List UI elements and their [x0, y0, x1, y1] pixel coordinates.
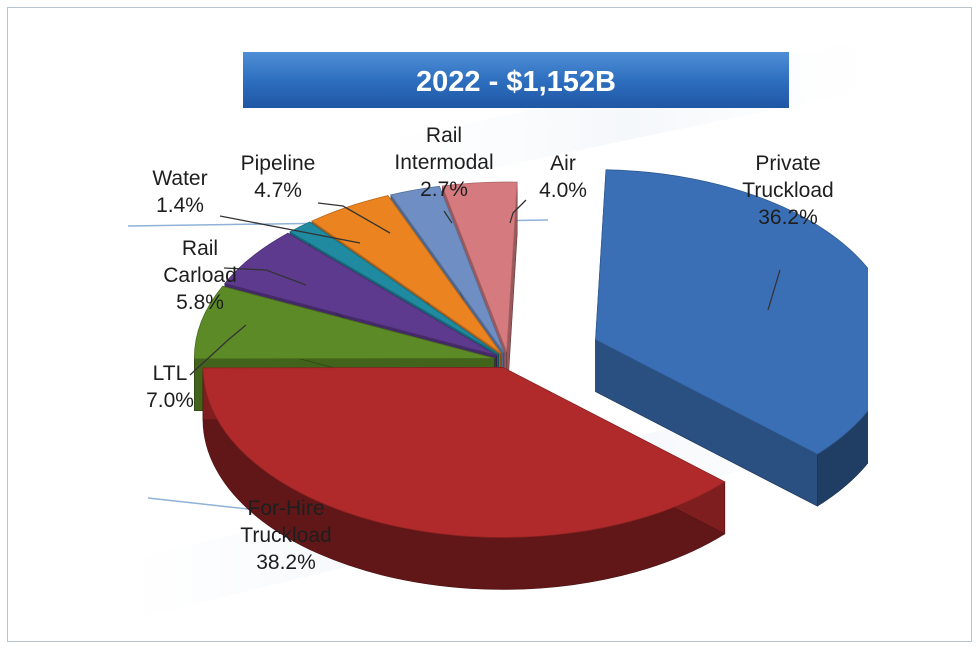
slice-name-label: Private — [755, 152, 820, 175]
slice-label: Air 4.0% — [539, 152, 587, 202]
slice-top-face — [441, 181, 518, 353]
title-bar — [243, 52, 789, 108]
leader-line — [509, 199, 527, 224]
slice-value-label: 36.2% — [758, 206, 818, 229]
slice-label: Rail Carload 5.8% — [163, 237, 237, 314]
pie-slice — [202, 366, 726, 590]
slice-label: Private Truckload 36.2% — [742, 152, 833, 229]
chart-frame: 2022 - $1,152B Private Truckload 36.2% For-… — [7, 7, 972, 642]
slice-top-face — [193, 285, 495, 360]
pie-chart: 2022 - $1,152B Private Truckload 36.2% For-… — [127, 20, 896, 630]
slice-value-label: 38.2% — [256, 551, 316, 574]
leader-line — [219, 215, 361, 244]
slice-name-label: Truckload — [240, 524, 331, 547]
slice-top-face — [224, 232, 497, 356]
slice-top-face — [202, 367, 726, 538]
slice-label: Water 1.4% — [152, 167, 207, 217]
leader-line — [223, 267, 307, 286]
slice-name-label: Intermodal — [394, 151, 493, 174]
slice-name-label: Carload — [163, 264, 237, 287]
slice-name-label: Water — [152, 167, 207, 190]
pie-chart-svg: 2022 - $1,152B Private Truckload 36.2% For-… — [127, 40, 896, 620]
slice-name-label: Air — [550, 152, 576, 175]
slice-labels: Private Truckload 36.2% For-Hire Truckload 38… — [146, 124, 834, 574]
slice-top-face — [289, 221, 499, 355]
slice-name-label: Truckload — [742, 179, 833, 202]
slice-top-face — [390, 185, 505, 353]
slice-name-label: LTL — [153, 362, 188, 385]
leader-line — [317, 202, 391, 234]
slice-label: For-Hire Truckload 38.2% — [240, 497, 331, 574]
leader-line — [767, 269, 781, 311]
slice-value-label: 1.4% — [156, 194, 204, 217]
slice-value-label: 4.7% — [254, 179, 302, 202]
leader-lines — [189, 199, 781, 376]
slice-value-label: 2.7% — [420, 178, 468, 201]
slice-name-label: For-Hire — [248, 497, 325, 520]
leader-line — [443, 210, 453, 224]
leader-line — [189, 324, 247, 376]
slice-name-label: Rail — [182, 237, 218, 260]
slice-label: Pipeline 4.7% — [241, 152, 316, 202]
slice-name-label: Pipeline — [241, 152, 316, 175]
slice-label: LTL 7.0% — [146, 362, 194, 412]
slice-value-label: 4.0% — [539, 179, 587, 202]
slice-value-label: 7.0% — [146, 389, 194, 412]
slice-label: Rail Intermodal 2.7% — [394, 124, 493, 201]
slice-name-label: Rail — [426, 124, 462, 147]
slice-top-face — [311, 195, 502, 354]
slice-value-label: 5.8% — [176, 291, 224, 314]
pie-slices — [193, 169, 896, 590]
chart-title: 2022 - $1,152B — [416, 66, 616, 98]
